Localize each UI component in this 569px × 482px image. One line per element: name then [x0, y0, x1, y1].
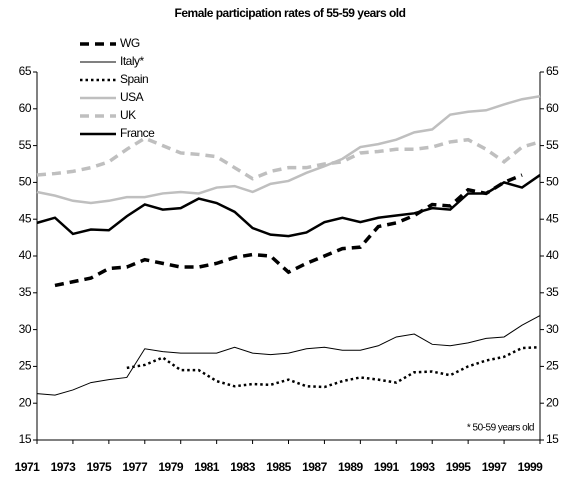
series-line: [36, 95, 541, 205]
x-tick-label: 1985: [266, 460, 292, 474]
series-line: [36, 136, 541, 181]
x-tick-label: 1995: [446, 460, 472, 474]
y-tick-label: 60: [19, 101, 32, 115]
y2-tick-label: 50: [546, 175, 559, 189]
x-tick-label: 1977: [122, 460, 148, 474]
series-line: [36, 174, 541, 238]
y-tick-label: 65: [19, 64, 32, 78]
x-tick-label: 1989: [338, 460, 364, 474]
y-tick-label: 55: [19, 138, 32, 152]
y2-tick-label: 60: [546, 101, 559, 115]
chart-title: Female participation rates of 55-59 year…: [175, 6, 406, 20]
x-tick-label: 1971: [15, 460, 41, 474]
x-tick-label: 1991: [374, 460, 400, 474]
y2-tick-label: 30: [546, 322, 559, 336]
y2-tick-label: 15: [546, 432, 559, 446]
x-tick-label: 1975: [87, 460, 113, 474]
y2-tick-label: 45: [546, 211, 559, 225]
y2-tick-label: 20: [546, 395, 559, 409]
x-tick-label: 1983: [230, 460, 256, 474]
x-tick-label: 1997: [482, 460, 508, 474]
legend-label: Italy*: [120, 54, 145, 68]
series-line: [54, 173, 523, 288]
y-tick-label: 15: [19, 432, 32, 446]
x-tick-label: 1993: [410, 460, 436, 474]
legend-label: USA: [120, 90, 144, 104]
x-tick-label: 1979: [158, 460, 184, 474]
x-tick-label: 1981: [194, 460, 220, 474]
y-tick-label: 35: [19, 285, 32, 299]
y2-tick-label: 25: [546, 359, 559, 373]
y-tick-label: 50: [19, 175, 32, 189]
y-tick-label: 40: [19, 248, 32, 262]
y-tick-label: 30: [19, 322, 32, 336]
series-line: [36, 315, 541, 396]
y2-tick-label: 65: [546, 64, 559, 78]
x-tick-label: 1973: [51, 460, 77, 474]
legend-label: WG: [120, 36, 140, 50]
y-tick-label: 20: [19, 395, 32, 409]
legend-label: UK: [120, 108, 136, 122]
x-tick-label: 1999: [518, 460, 544, 474]
y-tick-label: 45: [19, 211, 32, 225]
y2-tick-label: 35: [546, 285, 559, 299]
legend-label: France: [120, 126, 155, 140]
y2-tick-label: 40: [546, 248, 559, 262]
annotation: * 50-59 years old: [467, 423, 534, 434]
x-tick-label: 1987: [302, 460, 328, 474]
y-tick-label: 25: [19, 359, 32, 373]
y2-tick-label: 55: [546, 138, 559, 152]
legend-label: Spain: [120, 72, 148, 86]
